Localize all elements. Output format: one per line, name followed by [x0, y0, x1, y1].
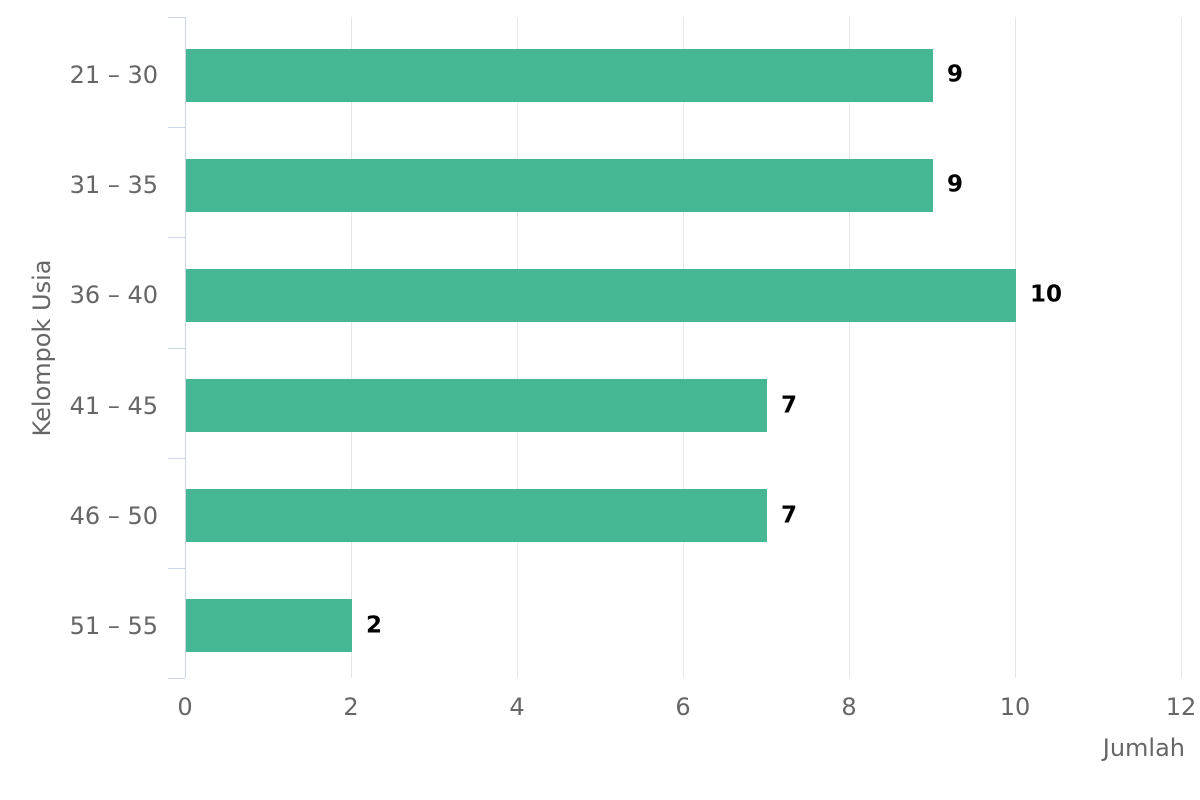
bar-value-label: 9 [947, 61, 964, 88]
bar-value-label: 9 [947, 171, 964, 198]
y-tick-mark [168, 678, 185, 679]
bar-3[interactable] [186, 269, 1016, 322]
category-label: 46 – 50 [69, 502, 158, 530]
x-tick-label: 12 [1165, 693, 1197, 721]
x-gridline [849, 17, 850, 678]
bar-2[interactable] [186, 159, 933, 212]
bar-4[interactable] [186, 379, 767, 432]
x-gridline [1181, 17, 1182, 678]
y-tick-mark [168, 568, 185, 569]
bar-value-label: 2 [366, 612, 383, 639]
bar-6[interactable] [186, 599, 352, 652]
category-label: 51 – 55 [69, 612, 158, 640]
x-gridline [1015, 17, 1016, 678]
bar-value-label: 10 [1030, 281, 1063, 308]
bar-1[interactable] [186, 49, 933, 102]
bar-5[interactable] [186, 489, 767, 542]
y-tick-mark [168, 237, 185, 238]
y-axis-line [185, 17, 186, 678]
x-tick-label: 0 [177, 693, 193, 721]
x-tick-label: 2 [343, 693, 359, 721]
y-tick-mark [168, 127, 185, 128]
x-tick-label: 10 [999, 693, 1031, 721]
category-label: 21 – 30 [69, 61, 158, 89]
x-tick-label: 6 [675, 693, 691, 721]
bar-value-label: 7 [781, 502, 798, 529]
x-gridline [517, 17, 518, 678]
y-tick-mark [168, 458, 185, 459]
y-tick-mark [168, 17, 185, 18]
category-label: 36 – 40 [69, 281, 158, 309]
x-gridline [351, 17, 352, 678]
y-tick-mark [168, 348, 185, 349]
category-label: 41 – 45 [69, 392, 158, 420]
bar-value-label: 7 [781, 392, 798, 419]
x-gridline [683, 17, 684, 678]
x-tick-label: 4 [509, 693, 525, 721]
x-tick-label: 8 [841, 693, 857, 721]
x-axis-title: Jumlah [1102, 734, 1185, 762]
category-label: 31 – 35 [69, 171, 158, 199]
